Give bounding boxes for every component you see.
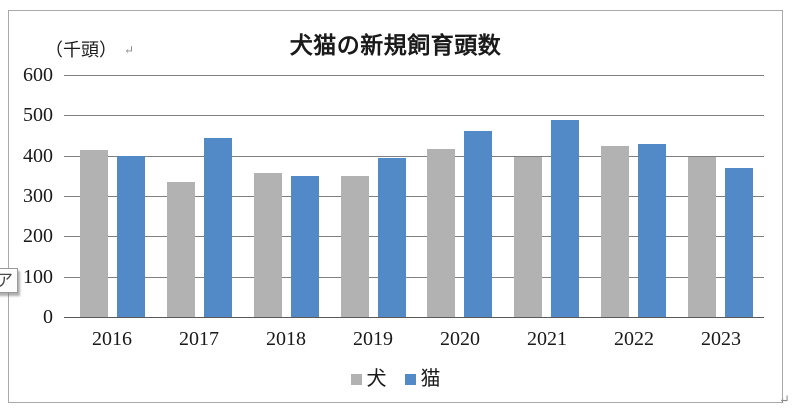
x-tick-label-2023: 2023	[701, 328, 741, 350]
gridline-400	[64, 156, 764, 157]
y-tick-label-100: 100	[23, 266, 53, 288]
style-area-char: ア	[0, 271, 13, 290]
legend-marker-猫	[404, 374, 416, 385]
bar-犬-2023	[688, 157, 716, 317]
bar-犬-2021	[514, 157, 542, 317]
chart-title: 犬猫の新規飼育頭数	[289, 33, 502, 58]
x-tick-label-2017: 2017	[179, 328, 219, 350]
bar-猫-2019	[378, 158, 406, 317]
y-axis-labels: 600 500 400 300 200 100 0	[9, 11, 782, 402]
bars-layer	[9, 11, 782, 402]
legend-marker-犬	[350, 374, 362, 385]
bar-犬-2016	[80, 150, 108, 317]
bar-猫-2016	[117, 156, 145, 317]
bar-犬-2018	[254, 173, 282, 317]
y-tick-label-200: 200	[23, 225, 53, 247]
x-tick-label-2018: 2018	[266, 328, 306, 350]
y-tick-label-600: 600	[23, 64, 53, 86]
legend-label-犬: 犬	[366, 368, 387, 390]
y-tick-label-500: 500	[23, 104, 53, 126]
bar-猫-2023	[725, 168, 753, 317]
gridline-200	[64, 236, 764, 237]
bar-犬-2022	[601, 146, 629, 317]
y-tick-label-0: 0	[43, 306, 53, 328]
x-axis-line-layer	[9, 11, 782, 402]
bar-犬-2020	[427, 149, 455, 317]
bar-犬-2017	[167, 182, 195, 317]
y-tick-label-300: 300	[23, 185, 53, 207]
style-area-popup: ア	[0, 268, 18, 293]
x-tick-label-2016: 2016	[92, 328, 132, 350]
bar-猫-2021	[551, 120, 579, 317]
legend-label-猫: 猫	[420, 368, 441, 390]
y-axis-unit-label: （千頭）	[45, 40, 117, 60]
legend-item-猫: 猫	[404, 366, 441, 392]
paragraph-mark-icon: ↵	[779, 392, 790, 407]
chart-object-frame[interactable]: （千頭） ↵ 犬猫の新規飼育頭数 600 500 400 300 200 100 0 2016…	[8, 10, 783, 403]
y-tick-label-400: 400	[23, 145, 53, 167]
legend: 犬猫	[9, 366, 782, 394]
paragraph-mark-icon: ↵	[124, 43, 135, 57]
x-tick-label-2022: 2022	[614, 328, 654, 350]
gridline-600	[64, 75, 764, 76]
x-tick-label-2021: 2021	[527, 328, 567, 350]
bar-猫-2020	[464, 131, 492, 317]
gridline-300	[64, 196, 764, 197]
bar-犬-2019	[341, 176, 369, 317]
unit-label-row: （千頭） ↵	[45, 36, 134, 62]
bar-猫-2022	[638, 144, 666, 317]
x-axis-line	[64, 317, 764, 318]
x-axis-labels: 2016 2017 2018 2019 2020 2021 2022 2023	[9, 11, 782, 402]
legend-item-犬: 犬	[350, 366, 387, 392]
gridline-500	[64, 115, 764, 116]
bar-猫-2017	[204, 138, 232, 317]
x-tick-label-2019: 2019	[353, 328, 393, 350]
bar-猫-2018	[291, 176, 319, 317]
x-tick-label-2020: 2020	[440, 328, 480, 350]
gridlines-layer	[9, 11, 782, 402]
gridline-100	[64, 277, 764, 278]
